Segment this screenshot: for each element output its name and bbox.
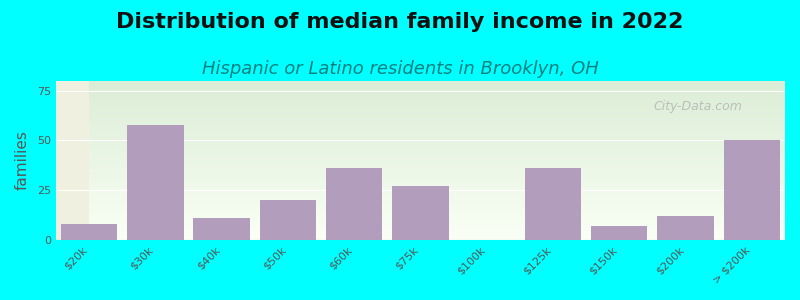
Bar — [326, 168, 382, 240]
Bar — [127, 124, 183, 240]
Text: Hispanic or Latino residents in Brooklyn, OH: Hispanic or Latino residents in Brooklyn… — [202, 60, 598, 78]
Bar — [392, 186, 449, 240]
Bar — [591, 226, 647, 240]
Bar — [658, 216, 714, 240]
Bar — [525, 168, 581, 240]
Bar — [61, 224, 118, 240]
Bar — [260, 200, 316, 240]
Bar — [724, 140, 780, 240]
Text: Distribution of median family income in 2022: Distribution of median family income in … — [116, 12, 684, 32]
Text: City-Data.com: City-Data.com — [654, 100, 742, 113]
Bar — [194, 218, 250, 240]
Y-axis label: families: families — [15, 130, 30, 190]
